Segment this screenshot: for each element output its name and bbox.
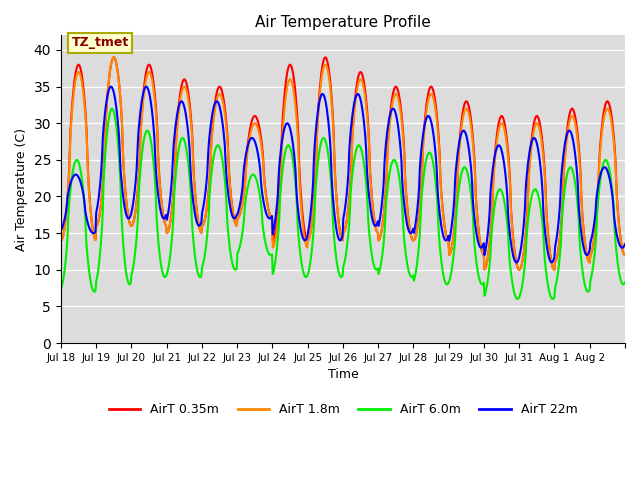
AirT 1.8m — [255, 132, 263, 138]
AirT 22m — [621, 241, 629, 247]
AirT 22m — [142, 84, 150, 89]
AirT 6.0m — [402, 252, 410, 257]
Text: TZ_tmet: TZ_tmet — [72, 36, 129, 49]
AirT 6.0m — [57, 287, 65, 292]
AirT 1.8m — [434, 124, 442, 130]
AirT 22m — [402, 214, 410, 220]
AirT 1.8m — [402, 189, 410, 194]
AirT 6.0m — [124, 278, 132, 284]
AirT 6.0m — [514, 296, 522, 302]
AirT 6.0m — [621, 279, 629, 285]
AirT 0.35m — [110, 54, 118, 60]
AirT 22m — [255, 161, 263, 167]
Title: Air Temperature Profile: Air Temperature Profile — [255, 15, 431, 30]
Line: AirT 0.35m: AirT 0.35m — [61, 57, 625, 270]
AirT 22m — [277, 147, 285, 153]
Line: AirT 1.8m: AirT 1.8m — [61, 57, 625, 270]
AirT 6.0m — [109, 106, 116, 111]
Legend: AirT 0.35m, AirT 1.8m, AirT 6.0m, AirT 22m: AirT 0.35m, AirT 1.8m, AirT 6.0m, AirT 2… — [104, 398, 582, 421]
AirT 22m — [434, 185, 442, 191]
AirT 6.0m — [434, 201, 442, 206]
AirT 6.0m — [255, 190, 263, 196]
Line: AirT 6.0m: AirT 6.0m — [61, 108, 625, 299]
AirT 0.35m — [57, 238, 65, 243]
AirT 0.35m — [621, 252, 629, 258]
AirT 0.35m — [550, 267, 558, 273]
AirT 1.8m — [57, 238, 65, 243]
AirT 0.35m — [124, 211, 132, 216]
AirT 1.8m — [124, 211, 132, 216]
AirT 1.8m — [110, 54, 118, 60]
Line: AirT 22m: AirT 22m — [61, 86, 625, 263]
AirT 1.8m — [277, 175, 285, 181]
AirT 0.35m — [402, 186, 410, 192]
AirT 1.8m — [550, 267, 558, 273]
AirT 1.8m — [228, 200, 236, 205]
X-axis label: Time: Time — [328, 368, 358, 381]
Y-axis label: Air Temperature (C): Air Temperature (C) — [15, 128, 28, 251]
AirT 0.35m — [228, 198, 236, 204]
AirT 22m — [548, 260, 556, 265]
AirT 22m — [57, 228, 65, 233]
AirT 6.0m — [228, 256, 236, 262]
AirT 0.35m — [277, 165, 285, 170]
AirT 22m — [228, 210, 236, 216]
AirT 0.35m — [255, 125, 263, 131]
AirT 6.0m — [277, 184, 285, 190]
AirT 22m — [124, 214, 131, 220]
AirT 1.8m — [621, 252, 629, 258]
AirT 0.35m — [434, 119, 442, 124]
